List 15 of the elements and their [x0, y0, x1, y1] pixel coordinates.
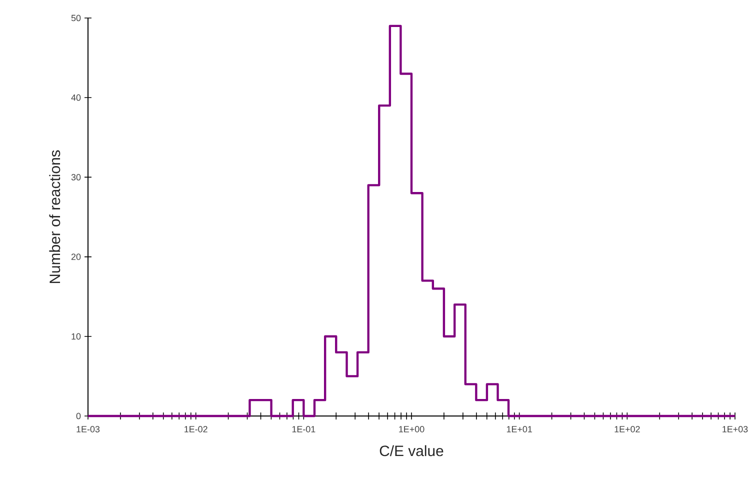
x-tick-label: 1E-02 [184, 426, 208, 432]
y-tick-label: 30 [71, 174, 81, 180]
y-tick-label: 10 [72, 333, 81, 340]
x-tick-label: 1E-03 [76, 426, 100, 432]
x-tick-label: 1E+02 [614, 426, 640, 432]
x-tick-label: 1E+00 [399, 426, 424, 432]
x-tick-label: 1E+03 [722, 426, 748, 432]
y-tick-label: 50 [71, 14, 81, 22]
y-tick-label: 0 [76, 412, 81, 420]
x-tick-label: 1E+01 [506, 426, 532, 432]
y-axis-title: Number of reactions [49, 150, 60, 284]
x-tick-label: 1E-01 [292, 426, 316, 432]
y-tick-label: 20 [71, 254, 81, 260]
y-tick-label: 40 [71, 94, 81, 101]
x-axis-title: C/E value [380, 445, 444, 456]
